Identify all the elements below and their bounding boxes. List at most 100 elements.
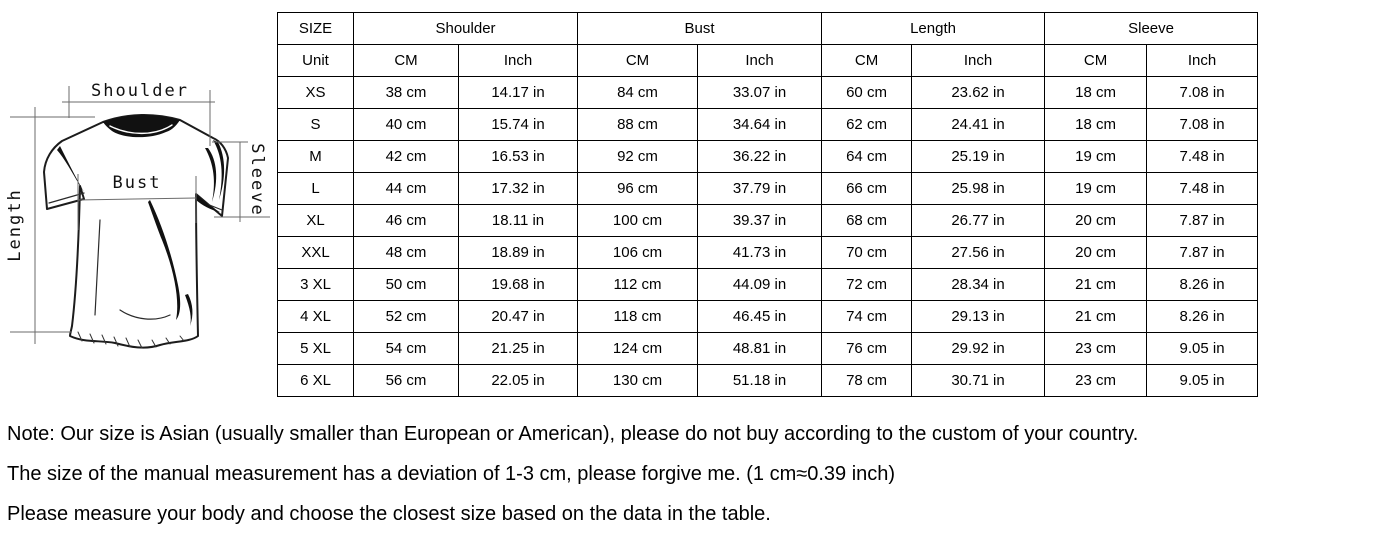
- header-shoulder: Shoulder: [352, 12, 579, 45]
- measurement-cell: 38 cm: [353, 76, 459, 109]
- table-row: 5 XL 54 cm 21.25 in 124 cm 48.81 in 76 cm 29.9…: [277, 332, 1259, 365]
- table-row: XXL 48 cm 18.89 in 106 cm 41.73 in 70 cm 27.56…: [277, 236, 1259, 269]
- size-label-cell: XXL: [277, 236, 354, 269]
- unit-cell: CM: [577, 44, 699, 77]
- measurement-cell: 25.98 in: [911, 172, 1046, 205]
- measurement-cell: 23 cm: [1044, 332, 1148, 365]
- right-armpit-shading: [196, 195, 220, 212]
- measurement-cell: 7.87 in: [1146, 204, 1259, 237]
- measurement-cell: 20 cm: [1044, 236, 1148, 269]
- measurement-cell: 19 cm: [1044, 140, 1148, 173]
- measurement-cell: 88 cm: [577, 108, 699, 141]
- unit-cell: CM: [353, 44, 459, 77]
- right-sleeve-shading-1: [213, 140, 225, 200]
- measurement-cell: 64 cm: [821, 140, 913, 173]
- measurement-cell: 78 cm: [821, 364, 913, 397]
- collar-rib-line: [109, 124, 173, 135]
- measurement-cell: 16.53 in: [457, 140, 579, 173]
- measurement-cell: 19.68 in: [457, 268, 579, 301]
- measurement-cell: 18 cm: [1044, 76, 1148, 109]
- measurement-cell: 46 cm: [353, 204, 459, 237]
- measurement-cell: 74 cm: [821, 300, 913, 333]
- table-unit-row: Unit CM Inch CM Inch CM Inch CM Inch: [277, 44, 1259, 77]
- measurement-cell: 21.25 in: [457, 332, 579, 365]
- header-size: SIZE: [277, 12, 354, 45]
- unit-cell: Inch: [911, 44, 1046, 77]
- measurement-cell: 72 cm: [821, 268, 913, 301]
- measurement-cell: 23.62 in: [911, 76, 1046, 109]
- measurement-cell: 118 cm: [577, 300, 699, 333]
- measurement-cell: 62 cm: [821, 108, 913, 141]
- size-label-cell: M: [277, 140, 354, 173]
- tshirt-diagram: Shoulder Bust Length Sleeve: [0, 60, 280, 400]
- measurement-cell: 60 cm: [821, 76, 913, 109]
- table-row: 3 XL 50 cm 19.68 in 112 cm 44.09 in 72 cm 28.3…: [277, 268, 1259, 301]
- size-table: SIZE Shoulder Bust Length Sleeve Unit CM…: [277, 12, 1259, 397]
- bust-label: Bust: [113, 173, 162, 193]
- body-swoosh-shading: [148, 200, 181, 320]
- measurement-cell: 54 cm: [353, 332, 459, 365]
- measurement-cell: 7.48 in: [1146, 172, 1259, 205]
- measurement-cell: 18.89 in: [457, 236, 579, 269]
- measurement-cell: 34.64 in: [697, 108, 823, 141]
- measurement-cell: 37.79 in: [697, 172, 823, 205]
- notes-section: Note: Our size is Asian (usually smaller…: [7, 414, 1389, 534]
- measurement-cell: 56 cm: [353, 364, 459, 397]
- unit-cell: CM: [821, 44, 913, 77]
- measurement-cell: 15.74 in: [457, 108, 579, 141]
- measurement-cell: 112 cm: [577, 268, 699, 301]
- size-label-cell: XL: [277, 204, 354, 237]
- measurement-cell: 24.41 in: [911, 108, 1046, 141]
- measurement-cell: 20 cm: [1044, 204, 1148, 237]
- measurement-cell: 40 cm: [353, 108, 459, 141]
- measurement-cell: 70 cm: [821, 236, 913, 269]
- sleeve-label: Sleeve: [247, 143, 267, 216]
- measurement-cell: 17.32 in: [457, 172, 579, 205]
- measurement-cell: 39.37 in: [697, 204, 823, 237]
- header-bust: Bust: [577, 12, 823, 45]
- tshirt-collar: [103, 114, 180, 138]
- length-label: Length: [5, 188, 25, 261]
- measurement-cell: 42 cm: [353, 140, 459, 173]
- right-sleeve-shading-2: [205, 148, 217, 202]
- table-row: 4 XL 52 cm 20.47 in 118 cm 46.45 in 74 cm 29.1…: [277, 300, 1259, 333]
- hem-hatching: [77, 331, 185, 349]
- hem-shading-stroke: [185, 294, 193, 326]
- table-row: L 44 cm 17.32 in 96 cm 37.79 in 66 cm 25.98 in…: [277, 172, 1259, 205]
- table-row: XS 38 cm 14.17 in 84 cm 33.07 in 60 cm 23.62 i…: [277, 76, 1259, 109]
- measurement-cell: 66 cm: [821, 172, 913, 205]
- table-row: M 42 cm 16.53 in 92 cm 36.22 in 64 cm 25.19 in…: [277, 140, 1259, 173]
- measurement-cell: 22.05 in: [457, 364, 579, 397]
- measurement-cell: 29.13 in: [911, 300, 1046, 333]
- header-sleeve: Sleeve: [1044, 12, 1259, 45]
- measurement-cell: 19 cm: [1044, 172, 1148, 205]
- header-length: Length: [821, 12, 1046, 45]
- measurement-cell: 44 cm: [353, 172, 459, 205]
- measurement-cell: 124 cm: [577, 332, 699, 365]
- shoulder-label: Shoulder: [91, 81, 189, 101]
- measurement-cell: 8.26 in: [1146, 268, 1259, 301]
- measurement-cell: 84 cm: [577, 76, 699, 109]
- measurement-cell: 18 cm: [1044, 108, 1148, 141]
- size-label-cell: 5 XL: [277, 332, 354, 365]
- measurement-cell: 27.56 in: [911, 236, 1046, 269]
- left-sleeve-shading: [57, 146, 84, 192]
- table-row: 6 XL 56 cm 22.05 in 130 cm 51.18 in 78 cm 30.7…: [277, 364, 1259, 397]
- measurement-cell: 33.07 in: [697, 76, 823, 109]
- measurement-cell: 30.71 in: [911, 364, 1046, 397]
- measurement-cell: 52 cm: [353, 300, 459, 333]
- measurement-cell: 44.09 in: [697, 268, 823, 301]
- measurement-cell: 28.34 in: [911, 268, 1046, 301]
- measurement-cell: 14.17 in: [457, 76, 579, 109]
- size-label-cell: XS: [277, 76, 354, 109]
- size-table-body: XS 38 cm 14.17 in 84 cm 33.07 in 60 cm 23.62 i…: [277, 76, 1259, 397]
- measurement-cell: 9.05 in: [1146, 332, 1259, 365]
- measurement-cell: 92 cm: [577, 140, 699, 173]
- measurement-cell: 46.45 in: [697, 300, 823, 333]
- unit-cell: Unit: [277, 44, 354, 77]
- measurement-cell: 29.92 in: [911, 332, 1046, 365]
- measurement-cell: 68 cm: [821, 204, 913, 237]
- unit-cell: CM: [1044, 44, 1148, 77]
- tshirt-outline: [43, 113, 229, 349]
